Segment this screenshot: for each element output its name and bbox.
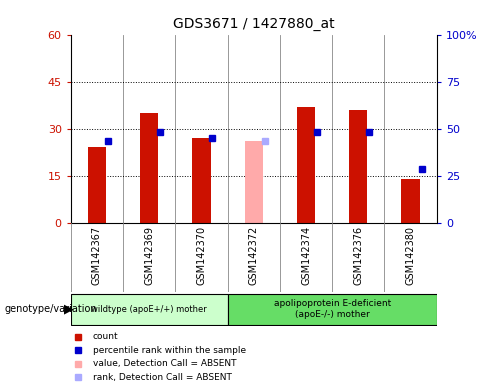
Bar	[192, 138, 211, 223]
Bar	[227, 293, 437, 325]
Text: GSM142370: GSM142370	[197, 226, 206, 285]
Text: GSM142376: GSM142376	[353, 226, 364, 285]
Bar	[297, 107, 315, 223]
Text: GSM142367: GSM142367	[92, 226, 102, 285]
Text: ▶: ▶	[64, 303, 74, 316]
Text: genotype/variation: genotype/variation	[5, 304, 98, 314]
Text: wildtype (apoE+/+) mother: wildtype (apoE+/+) mother	[91, 305, 207, 314]
Bar	[140, 113, 158, 223]
Text: apolipoprotein E-deficient
(apoE-/-) mother: apolipoprotein E-deficient (apoE-/-) mot…	[274, 300, 391, 319]
Text: GSM142380: GSM142380	[406, 226, 416, 285]
Text: percentile rank within the sample: percentile rank within the sample	[93, 346, 246, 355]
Title: GDS3671 / 1427880_at: GDS3671 / 1427880_at	[173, 17, 335, 31]
Bar	[88, 147, 106, 223]
Text: value, Detection Call = ABSENT: value, Detection Call = ABSENT	[93, 359, 236, 368]
Bar	[402, 179, 420, 223]
Text: GSM142369: GSM142369	[144, 226, 154, 285]
Text: count: count	[93, 333, 119, 341]
Text: rank, Detection Call = ABSENT: rank, Detection Call = ABSENT	[93, 373, 232, 382]
Text: GSM142372: GSM142372	[249, 226, 259, 285]
Text: GSM142374: GSM142374	[301, 226, 311, 285]
Bar	[349, 110, 367, 223]
Bar	[244, 141, 263, 223]
Bar	[71, 293, 227, 325]
